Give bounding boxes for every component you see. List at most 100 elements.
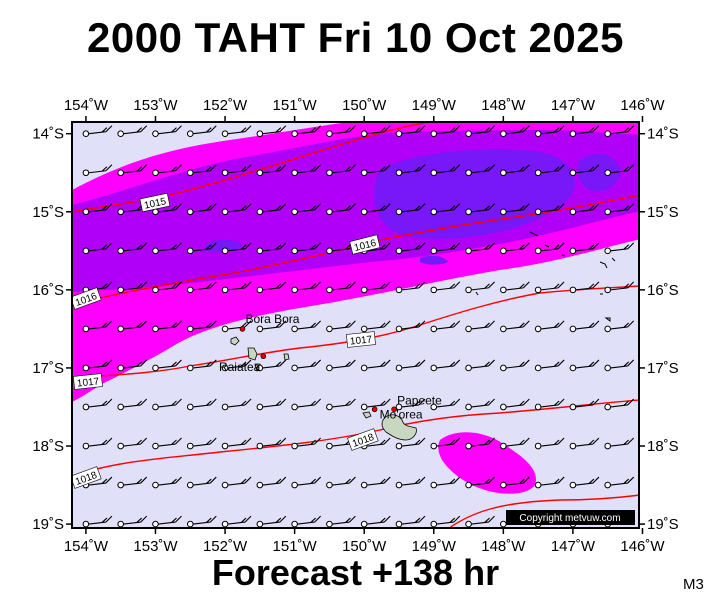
wind-barb [604, 164, 635, 177]
wind-barb [82, 164, 113, 177]
lon-label-bottom: 151˚W [273, 538, 318, 555]
lon-label-top: 148˚W [481, 97, 526, 114]
wind-barb [465, 242, 495, 255]
place-label: Raiatea [219, 360, 261, 374]
wind-barb [326, 398, 356, 411]
wind-barb [430, 437, 461, 450]
wind-barb [82, 125, 113, 138]
wind-barb [221, 359, 252, 372]
svg-text:1016: 1016 [353, 238, 378, 254]
rain-area-heavy [205, 239, 242, 253]
wind-barb [430, 281, 461, 294]
wind-barb [534, 359, 565, 372]
svg-text:1015: 1015 [143, 196, 167, 211]
wind-barb [221, 125, 252, 138]
wind-barb [360, 515, 391, 528]
wind-barb [360, 359, 391, 372]
wind-barb [569, 437, 600, 450]
wind-barb [395, 203, 426, 216]
rain-area-heavy [577, 154, 620, 192]
wind-barb [534, 203, 565, 216]
wind-barb [604, 320, 635, 333]
lat-label-right: 15˚S [647, 204, 679, 221]
wind-barb [430, 164, 461, 177]
lon-label-top: 147˚W [551, 97, 596, 114]
wind-barb [500, 203, 530, 216]
wind-barb [291, 281, 322, 294]
wind-barb [395, 281, 426, 294]
place-marker [239, 326, 246, 332]
place-marker [371, 406, 378, 413]
raiatea-island [247, 347, 258, 361]
wind-barb [186, 242, 217, 255]
wind-barb [291, 359, 322, 372]
wind-barb [82, 515, 113, 528]
wind-barb [152, 320, 182, 333]
wind-barb [360, 164, 391, 177]
wind-barb [534, 398, 565, 411]
wind-barb [569, 281, 600, 294]
wind-barb [569, 320, 600, 333]
huahine-island [283, 353, 290, 361]
wind-barb [221, 398, 252, 411]
wind-barb [82, 437, 113, 450]
wind-barb [82, 359, 113, 372]
wind-barb [534, 476, 565, 489]
wind-barb [152, 515, 182, 528]
wind-barb [326, 164, 356, 177]
wind-barb [82, 320, 113, 333]
place-label: Papeete [397, 393, 442, 407]
lat-label-left: 15˚S [32, 204, 64, 221]
wind-barb [604, 359, 635, 372]
wind-barb [465, 398, 495, 411]
wind-barb [395, 359, 426, 372]
lon-label-top: 150˚W [342, 97, 387, 114]
lon-label-bottom: 152˚W [203, 538, 248, 555]
wind-barb [152, 476, 182, 489]
wind-barb [256, 437, 287, 450]
wind-barb [430, 359, 461, 372]
wind-barb [534, 164, 565, 177]
wind-barb [291, 242, 322, 255]
svg-text:1017: 1017 [76, 376, 100, 389]
wind-barb [117, 476, 148, 489]
wind-barb [465, 515, 495, 528]
wind-barb [186, 281, 217, 294]
wind-barb [117, 164, 148, 177]
lat-label-left: 19˚S [32, 516, 64, 533]
wind-barb [186, 320, 217, 333]
wind-barb [465, 164, 495, 177]
lat-label-left: 17˚S [32, 360, 64, 377]
wind-barb [291, 203, 322, 216]
wind-barb [534, 242, 565, 255]
wind-barb [534, 437, 565, 450]
wind-barb [465, 203, 495, 216]
wind-barb [465, 476, 495, 489]
wind-barb [604, 398, 635, 411]
svg-text:1017: 1017 [349, 334, 373, 347]
map-axes: 154˚W 154˚W 153˚W 153˚W 152˚W 152˚W 151˚W 151˚W… [32, 97, 678, 555]
wind-barb [186, 203, 217, 216]
wind-barb [256, 476, 287, 489]
wind-barb [221, 437, 252, 450]
wind-barb [395, 164, 426, 177]
wind-barb [534, 281, 565, 294]
wind-barb [395, 320, 426, 333]
wind-barb [326, 125, 356, 138]
wind-barb [569, 242, 600, 255]
wind-barb [604, 125, 635, 138]
lat-label-right: 19˚S [647, 516, 679, 533]
wind-barb [430, 320, 461, 333]
wind-barb [534, 125, 565, 138]
wind-barb [186, 164, 217, 177]
lat-label-left: 18˚S [32, 438, 64, 455]
wind-barb [117, 281, 148, 294]
wind-barb [291, 398, 322, 411]
wind-barb [152, 164, 182, 177]
wind-barb [465, 437, 495, 450]
wind-barb [500, 437, 530, 450]
lon-label-bottom: 154˚W [64, 538, 109, 555]
wind-barb [465, 125, 495, 138]
